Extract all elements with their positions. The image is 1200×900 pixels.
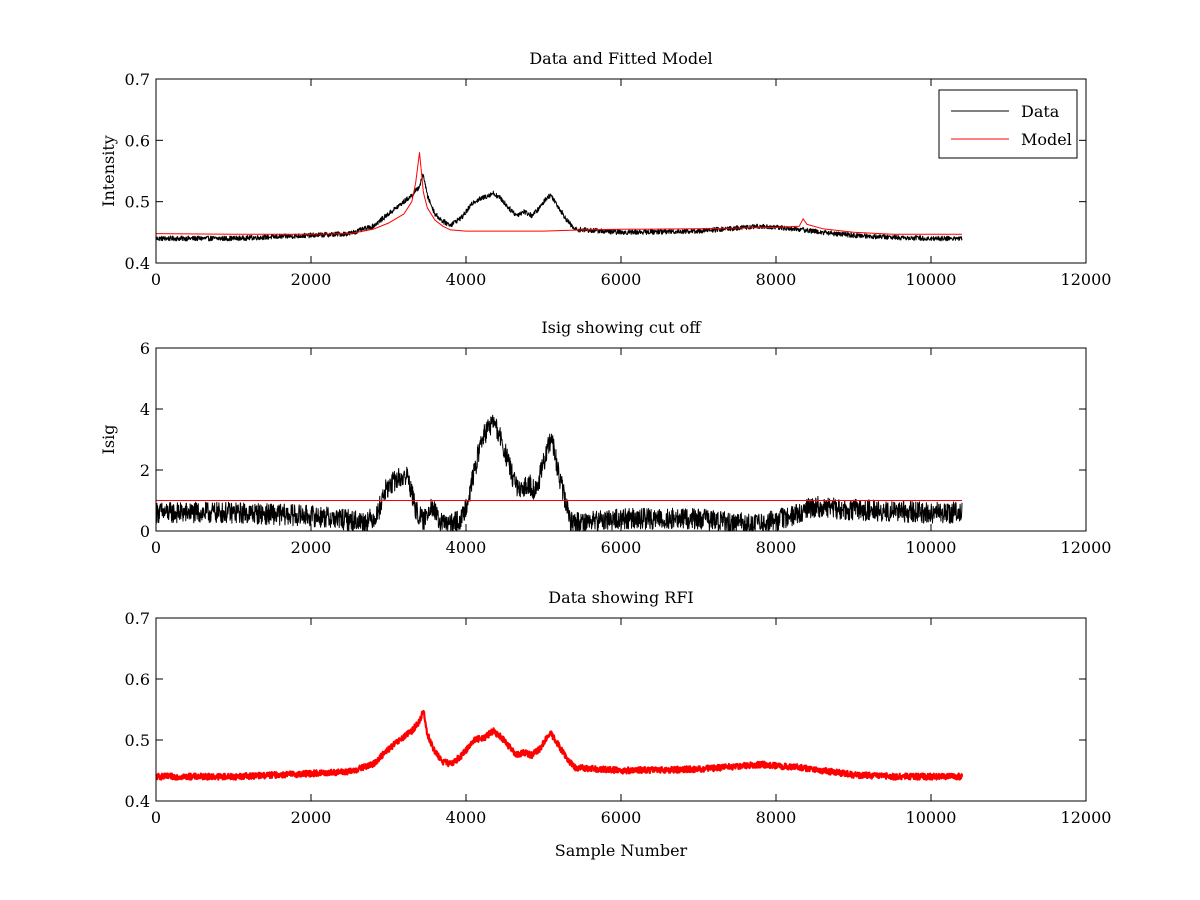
chart-title: Isig showing cut off <box>541 318 702 337</box>
x-tick-label: 6000 <box>601 808 642 827</box>
y-tick-label: 0.6 <box>125 131 150 150</box>
x-tick-label: 0 <box>151 808 161 827</box>
series-line-model <box>155 152 962 235</box>
y-tick-label: 0.4 <box>125 254 150 273</box>
plot-area <box>155 347 1087 532</box>
x-tick-label: 4000 <box>446 538 487 557</box>
legend-label-data: Data <box>1021 102 1060 121</box>
y-axis-label: Isig <box>99 425 118 455</box>
y-tick-label: 4 <box>140 400 150 419</box>
x-tick-label: 8000 <box>756 270 797 289</box>
legend-label-model: Model <box>1021 130 1072 149</box>
subplots: 0 2000 4000 6000 8000 10000 120000.40.50.60.7D… <box>99 49 1111 860</box>
x-axis-label: Sample Number <box>555 841 688 860</box>
x-tick-label: 4000 <box>446 808 487 827</box>
x-tick-label: 10000 <box>906 270 957 289</box>
x-tick-label: 2000 <box>291 538 332 557</box>
series-line-data <box>155 173 963 242</box>
x-tick-label: 0 <box>151 270 161 289</box>
x-tick-label: 8000 <box>756 538 797 557</box>
x-tick-label: 10000 <box>906 538 957 557</box>
series-line-1 <box>155 709 964 781</box>
x-tick-label: 6000 <box>601 270 642 289</box>
y-tick-label: 0.5 <box>125 731 150 750</box>
x-tick-label: 0 <box>151 538 161 557</box>
x-tick-label: 12000 <box>1061 270 1112 289</box>
legend: Data Model <box>938 89 1078 159</box>
subplot-1: 0 2000 4000 6000 8000 10000 12000 0.4 0.5 0.6 0.7 D… <box>99 49 1111 289</box>
x-tick-label: 6000 <box>601 538 642 557</box>
x-tick-label: 2000 <box>291 270 332 289</box>
y-tick-label: 0.6 <box>125 670 150 689</box>
x-tick-label: 10000 <box>906 808 957 827</box>
x-tick-label: 4000 <box>446 270 487 289</box>
y-tick-label: 0 <box>140 522 150 541</box>
x-tick-label: 12000 <box>1061 538 1112 557</box>
subplot-2: 0 2000 4000 6000 8000 10000 12000 0 2 4 6 Isig show… <box>99 318 1111 557</box>
y-tick-label: 6 <box>140 339 150 358</box>
chart-title: Data and Fitted Model <box>529 49 712 68</box>
y-tick-label: 0.7 <box>125 609 150 628</box>
x-tick-label: 8000 <box>756 808 797 827</box>
y-tick-label: 0.7 <box>125 70 150 89</box>
y-tick-label: 0.5 <box>125 193 150 212</box>
y-axis-label: Intensity <box>99 135 118 207</box>
y-tick-label: 2 <box>140 461 150 480</box>
series-line-1 <box>155 414 963 532</box>
chart-title: Data showing RFI <box>548 588 693 607</box>
x-tick-label: 2000 <box>291 808 332 827</box>
legend-box <box>938 89 1078 159</box>
subplot-3: 0 2000 4000 6000 8000 10000 12000 0.4 0.5 0.6 0.7 D… <box>125 588 1112 860</box>
y-tick-label: 0.4 <box>125 792 150 811</box>
x-tick-label: 12000 <box>1061 808 1112 827</box>
